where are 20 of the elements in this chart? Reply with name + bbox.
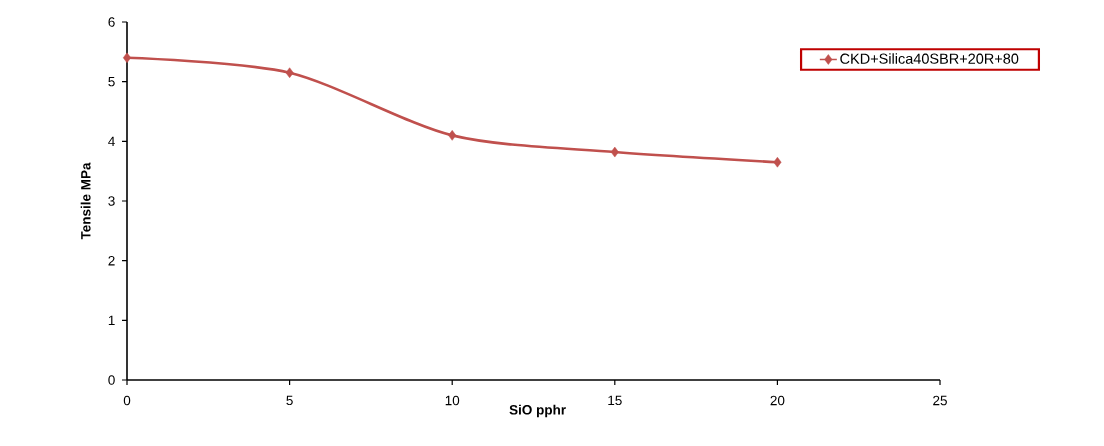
y-tick-label: 1 <box>108 315 115 325</box>
point <box>773 156 782 168</box>
y-tick-label: 5 <box>108 76 115 87</box>
y-tick-label: 4 <box>108 136 115 146</box>
x-tick-label: 0 <box>123 395 131 406</box>
x-tick-label: 20 <box>770 395 785 406</box>
point <box>285 67 294 78</box>
x-tick-label: 15 <box>608 395 622 406</box>
x-axis-title: SiO pphr <box>509 404 566 418</box>
point <box>610 146 619 158</box>
y-tick-label: 3 <box>108 196 115 206</box>
x-tick-label: 5 <box>286 395 293 406</box>
x-tick-label: 25 <box>933 395 947 406</box>
point <box>448 130 457 141</box>
y-tick-label: 0 <box>108 375 115 385</box>
y-tick-label: 2 <box>108 255 115 266</box>
y-axis-title: Tensile MPa <box>80 162 91 240</box>
x-tick-label: 10 <box>445 395 460 406</box>
legend-label: CKD+Silica40SBR+20R+80 <box>840 53 1019 64</box>
y-tick-label: 6 <box>108 17 115 27</box>
